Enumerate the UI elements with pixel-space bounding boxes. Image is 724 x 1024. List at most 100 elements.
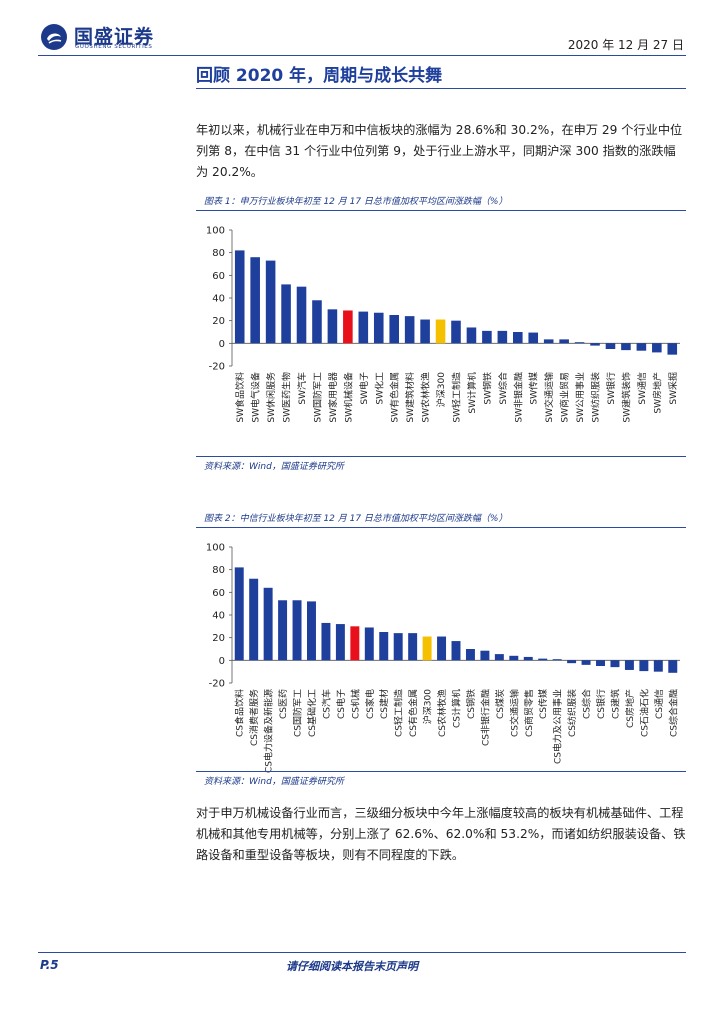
chart1-bar [281, 284, 291, 344]
chart2-bar [639, 660, 649, 672]
chart2-bar [567, 660, 577, 664]
chart2-category-label: CS电子 [335, 689, 347, 719]
chart2-category-label: CS钢铁 [465, 689, 477, 719]
chart1-bar [451, 320, 461, 344]
chart2-y-tick-label: 100 [206, 543, 225, 554]
chart2-category-label: CS农林牧渔 [436, 689, 448, 737]
chart2-category-label: CS房地产 [624, 689, 636, 728]
chart2-bar [234, 567, 244, 661]
chart1-category-label: SW轻工制造 [451, 372, 463, 423]
chart1-bar [435, 319, 446, 344]
report-date: 2020 年 12 月 27 日 [567, 38, 684, 52]
chart2-y-tick-label: 20 [212, 633, 225, 644]
chart1-bar [420, 319, 430, 344]
outro-paragraph: 对于申万机械设备行业而言，三级细分板块中今年上涨幅度较高的板块有机械基础件、工程… [196, 806, 686, 862]
chart2-category-label: CS机械 [349, 689, 361, 719]
chart2-category-label: CS建材 [378, 689, 390, 719]
figure1-caption: 图表 1：申万行业板块年初至 12 月 17 日总市值加权平均区间涨跌幅（%） [204, 197, 508, 207]
footer-divider [38, 952, 686, 953]
chart2-category-label: CS有色金属 [407, 689, 419, 737]
chart2-bar [249, 578, 259, 661]
chart1-bar [528, 332, 539, 344]
chart2-bar [451, 641, 461, 661]
chart2-category-label: CS煤炭 [494, 689, 506, 719]
chart2-bar [393, 633, 403, 661]
chart2-category-label: CS电力及公用事业 [552, 689, 564, 764]
chart1-category-label: SW房地产 [651, 372, 663, 414]
chart1-category-label: SW医药生物 [281, 372, 293, 423]
intro-paragraph: 年初以来，机械行业在申万和中信板块的涨幅为 28.6%和 30.2%，在申万 2… [196, 123, 683, 179]
chart2-category-label: CS通信 [653, 689, 665, 719]
chart1-bar [296, 286, 307, 344]
chart2-bar [668, 660, 678, 673]
chart1-bar [234, 250, 245, 344]
chart1-bar [621, 343, 631, 351]
chart1-bar [513, 332, 523, 344]
brand-name: 国盛证券 [74, 26, 155, 48]
chart2-bar [364, 627, 374, 661]
chart2-bar [523, 656, 533, 661]
chart1-category-label: SW非银金融 [512, 372, 524, 423]
chart1-y-tick-label: 100 [206, 226, 225, 237]
chart1-bar [327, 309, 338, 344]
figure1-bottom-rule [196, 456, 686, 457]
chart1-bar [343, 310, 353, 344]
chart1-y-tick-label: 80 [212, 248, 225, 259]
chart1-category-label: SW传媒 [528, 372, 540, 405]
chart1-y-tick-label: 40 [212, 294, 225, 305]
chart2-category-label: 沪深300 [422, 689, 434, 724]
chart1-bar [466, 327, 477, 344]
chart1-category-label: SW公用事业 [574, 372, 586, 423]
chart2-category-label: CS传媒 [537, 689, 549, 719]
chart1-bar [265, 260, 276, 344]
chart2-bar [610, 660, 620, 668]
chart1-category-label: SW建筑装饰 [620, 372, 632, 423]
chart1-category-label: SW有色金属 [389, 372, 401, 423]
chart2-category-label: CS轻工制造 [393, 689, 405, 737]
chart1-y-tick-label: 0 [219, 339, 225, 350]
brand-subtitle: GUOSHENG SECURITIES [75, 44, 153, 50]
chart1-category-label: SW电子 [358, 372, 370, 405]
chart1-category-label: SW国防军工 [311, 372, 323, 423]
chart1-category-label: SW采掘 [667, 372, 679, 405]
chart1-category-label: SW商业贸易 [559, 372, 571, 423]
chart2-category-label: CS非银行金融 [479, 689, 491, 746]
chart2-category-label: CS食品饮料 [234, 689, 246, 737]
chart2-bar [379, 632, 389, 661]
chart2-bar [350, 626, 360, 661]
chart2-category-label: CS电力设备及新能源 [263, 689, 275, 773]
chart1-category-label: SW化工 [373, 372, 385, 405]
chart1-bar [497, 330, 508, 344]
header-divider [38, 55, 686, 56]
chart1-category-label: SW机械设备 [342, 372, 354, 423]
chart2-category-label: CS汽车 [320, 689, 332, 719]
chart2-y-tick-label: 80 [212, 565, 225, 576]
chart1-y-tick-label: 20 [212, 316, 225, 327]
figure1-top-rule [196, 210, 686, 211]
chart1-category-label: SW综合 [497, 372, 509, 405]
figure2-top-rule [196, 527, 686, 528]
chart2-bar [307, 601, 316, 661]
chart1-category-label: SW银行 [605, 372, 617, 405]
chart1-bar [482, 330, 492, 344]
chart2-category-label: CS消费者服务 [248, 689, 260, 746]
chart2-y-tick-label: 60 [212, 588, 225, 599]
chart2-category-label: CS商贸零售 [523, 689, 535, 737]
chart1-category-label: SW建筑材料 [404, 372, 416, 423]
figure1-source: 资料来源：Wind，国盛证券研究所 [204, 462, 344, 472]
chart2-bar [408, 633, 418, 661]
chart1-category-label: SW钢铁 [481, 372, 493, 405]
chart1-bar [373, 312, 384, 344]
chart2-bar [278, 600, 288, 661]
chart2-bar [263, 587, 273, 661]
chart2-bar [624, 660, 634, 670]
chart2-bar [494, 654, 504, 661]
chart1-bar [590, 343, 600, 346]
chart1-bar [667, 343, 678, 355]
chart2-category-label: CS计算机 [451, 689, 463, 728]
chart2-y-tick-label: 0 [219, 656, 225, 667]
chart2-bar [653, 660, 663, 672]
chart2-category-label: CS家电 [364, 689, 376, 719]
chart1-bar [543, 339, 554, 344]
